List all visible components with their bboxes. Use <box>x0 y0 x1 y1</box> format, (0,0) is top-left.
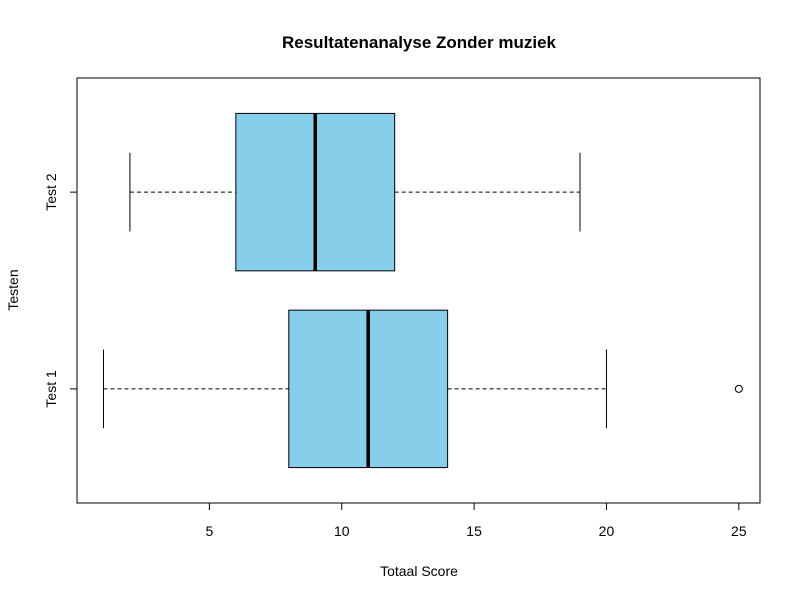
x-tick-label: 10 <box>334 523 350 539</box>
x-axis: 5 10 15 20 25 <box>205 502 747 539</box>
x-tick-label: 20 <box>599 523 615 539</box>
y-axis-label: Testen <box>5 269 21 310</box>
outlier-point <box>734 384 743 393</box>
y-axis: Test 1 Test 2 <box>43 173 78 408</box>
box-1 <box>102 309 743 469</box>
x-tick-label: 5 <box>205 523 213 539</box>
x-axis-label: Totaal Score <box>380 563 458 579</box>
y-tick-label: Test 2 <box>43 173 59 211</box>
y-tick-label: Test 1 <box>43 370 59 408</box>
boxes-group <box>102 112 743 469</box>
box-2 <box>129 112 581 272</box>
x-tick-label: 15 <box>466 523 482 539</box>
x-tick-label: 25 <box>731 523 747 539</box>
chart-title: Resultatenanalyse Zonder muziek <box>282 33 557 52</box>
